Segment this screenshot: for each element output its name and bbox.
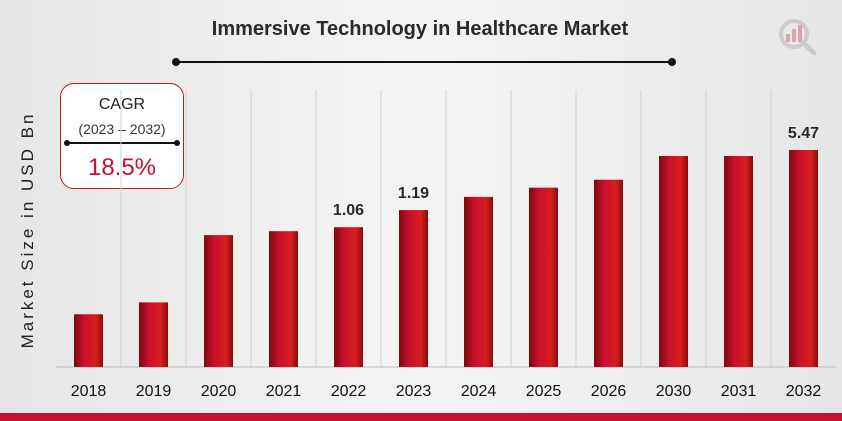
x-tick-label-2020: 2020 bbox=[201, 383, 237, 400]
data-label-2032: 5.47 bbox=[788, 125, 819, 142]
chart-magnifier-logo-icon bbox=[779, 19, 817, 56]
bar-2018 bbox=[74, 314, 103, 367]
bar-2020 bbox=[204, 235, 233, 367]
bar-2025 bbox=[529, 187, 558, 367]
bar-2030 bbox=[659, 156, 688, 367]
cagr-divider-left-dot bbox=[64, 139, 70, 146]
x-tick-label-2018: 2018 bbox=[71, 383, 107, 400]
bar-2019 bbox=[139, 302, 168, 367]
bar-2031 bbox=[724, 156, 753, 367]
x-tick-label-2021: 2021 bbox=[266, 383, 302, 400]
x-tick-label-2026: 2026 bbox=[591, 383, 627, 400]
x-tick-label-2023: 2023 bbox=[396, 383, 432, 400]
cagr-callout: CAGR (2023 – 2032) 18.5% bbox=[60, 83, 184, 189]
cagr-divider-right-dot bbox=[174, 139, 180, 146]
x-tick-label-2022: 2022 bbox=[331, 383, 367, 400]
data-label-2022: 1.06 bbox=[333, 202, 364, 219]
x-tick-label-2031: 2031 bbox=[721, 383, 757, 400]
title-underline-left-dot bbox=[172, 58, 180, 66]
title-underline bbox=[172, 58, 676, 66]
cagr-divider bbox=[64, 139, 180, 146]
cagr-title: CAGR bbox=[98, 96, 146, 113]
bar-2024 bbox=[464, 196, 493, 367]
cagr-value: 18.5% bbox=[87, 154, 157, 181]
bar-2021 bbox=[269, 231, 298, 367]
data-label-2023: 1.19 bbox=[398, 185, 429, 202]
bar-2032 bbox=[789, 150, 818, 367]
title-underline-right-dot bbox=[668, 58, 676, 66]
chart-title: Immersive Technology in Healthcare Marke… bbox=[211, 18, 629, 40]
x-tick-label-2019: 2019 bbox=[136, 383, 172, 400]
bottom-accent-bar bbox=[0, 413, 842, 421]
x-tick-label-2032: 2032 bbox=[786, 383, 822, 400]
bar-2023 bbox=[399, 210, 428, 367]
x-tick-label-2030: 2030 bbox=[656, 383, 692, 400]
bar-2022 bbox=[334, 227, 363, 367]
x-tick-label-2025: 2025 bbox=[526, 383, 562, 400]
bar-2026 bbox=[594, 179, 623, 367]
cagr-period: (2023 – 2032) bbox=[78, 121, 166, 137]
x-tick-label-2024: 2024 bbox=[461, 383, 497, 400]
